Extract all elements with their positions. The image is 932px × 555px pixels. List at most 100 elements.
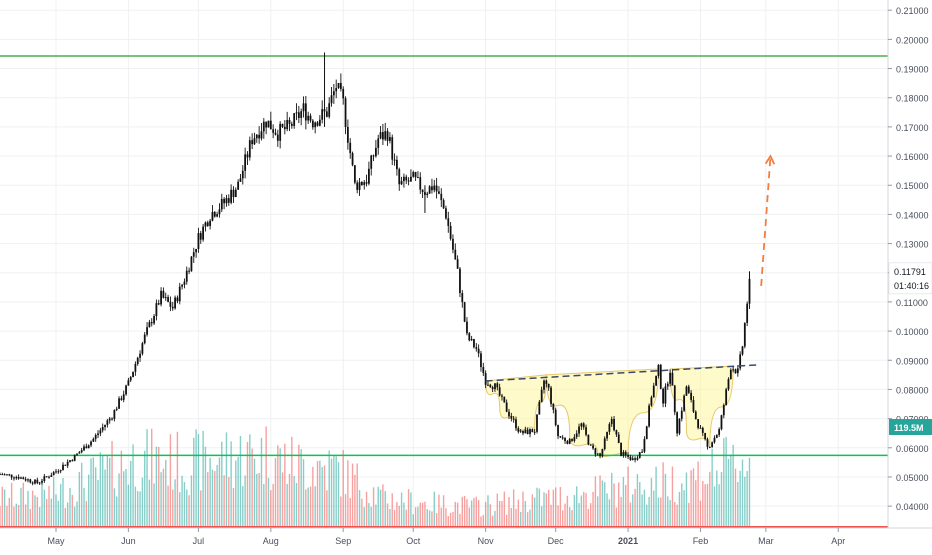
candle-body: [447, 218, 450, 226]
volume-bar: [111, 440, 113, 528]
candle-body: [545, 380, 548, 384]
candle-body: [715, 434, 718, 438]
volume-bar: [340, 496, 342, 528]
candle-body: [484, 373, 487, 385]
candle-body: [690, 392, 693, 400]
volume-bar: [660, 497, 662, 528]
volume-bar: [162, 468, 165, 528]
volume-bar: [561, 510, 564, 528]
candle-body: [27, 479, 29, 481]
candle-body: [550, 387, 552, 404]
candle-body: [321, 109, 324, 120]
volume-bar: [608, 499, 611, 528]
candle-body: [66, 461, 69, 466]
candle-body: [332, 91, 335, 96]
price-tick-label: 0.13000: [896, 240, 929, 250]
candle-body: [218, 209, 221, 215]
candle-body: [606, 431, 608, 439]
volume-bar: [335, 456, 337, 528]
price-tick-label: 0.14000: [896, 210, 929, 220]
volume-bar: [417, 506, 419, 528]
volume-bar: [452, 512, 454, 528]
candle-body: [746, 303, 749, 323]
candle-body: [645, 426, 648, 440]
volume-bar: [174, 479, 176, 528]
volume-bar: [27, 490, 29, 528]
volume-bar: [433, 491, 435, 528]
candle-body: [232, 189, 235, 198]
candle-body: [522, 430, 524, 434]
candle-body: [342, 88, 345, 99]
candle-body: [601, 449, 604, 457]
candle-body: [223, 198, 226, 204]
candle-body: [143, 334, 146, 344]
candle-body: [461, 293, 464, 303]
volume-bar: [480, 516, 482, 528]
support-resistance-lines[interactable]: [0, 55, 888, 457]
volume-bar: [337, 462, 340, 528]
volume-bar: [382, 484, 384, 528]
candle-body: [302, 103, 305, 112]
volume-bar: [706, 483, 709, 528]
volume-bar: [447, 516, 449, 528]
projection-arrow[interactable]: [760, 156, 772, 286]
volume-bar: [216, 465, 218, 528]
volume-bar: [461, 496, 463, 528]
candle-body: [396, 159, 398, 170]
volume-bar: [8, 497, 10, 528]
candle-body: [692, 399, 695, 412]
volume-bar: [349, 497, 351, 528]
candle-body: [358, 182, 361, 190]
candle-body: [473, 339, 475, 348]
volume-bar: [727, 458, 730, 528]
volume-bar: [22, 482, 25, 528]
volume-bar: [1, 486, 3, 528]
candle-body: [557, 425, 559, 437]
candle-body: [153, 316, 155, 324]
candle-body: [325, 111, 328, 117]
volume-bar: [113, 488, 116, 528]
candle-body: [743, 322, 746, 347]
candle-body: [6, 474, 8, 476]
candle-body: [701, 427, 704, 433]
time-tick-label: Jun: [121, 536, 136, 546]
candle-body: [164, 297, 167, 299]
volume-bar: [87, 474, 90, 528]
volume-bar: [552, 489, 555, 528]
volume-bar: [258, 473, 260, 528]
countdown-label: 01:40:16: [894, 281, 929, 291]
volume-bar: [655, 466, 657, 528]
candle-body: [241, 170, 244, 179]
candle-body: [0, 474, 1, 476]
volume-bar: [491, 515, 494, 528]
volume-bar: [356, 463, 358, 528]
time-axis[interactable]: May Jun Jul Aug Sep Oct Nov Dec 2021 Feb Mar Apr: [0, 527, 932, 550]
volume-bar: [330, 458, 333, 528]
annotations[interactable]: [0, 154, 888, 528]
volume-bar: [529, 509, 531, 528]
candle-body: [304, 103, 307, 121]
neckline-dashed[interactable]: [485, 364, 757, 382]
volume-bar: [265, 426, 267, 528]
candle-body: [239, 178, 242, 182]
volume-bar: [344, 494, 347, 528]
candle-body: [258, 134, 261, 139]
price-axis[interactable]: 0.040000.050000.060000.070000.080000.090…: [887, 0, 932, 550]
candle-body: [599, 453, 601, 457]
candle-body: [351, 153, 354, 166]
candle-body: [31, 482, 34, 484]
volume-bar: [449, 512, 452, 528]
volume-bar: [419, 502, 421, 528]
volume-bar: [405, 509, 407, 528]
candle-body: [367, 168, 370, 184]
candle-body: [62, 464, 64, 471]
candle-body: [43, 476, 46, 482]
volume-bar: [167, 485, 169, 528]
candle-body: [589, 444, 592, 446]
candle-body: [157, 303, 160, 305]
volume-bar: [739, 470, 741, 528]
volume-bar: [309, 486, 312, 528]
volume-bar: [421, 502, 424, 528]
